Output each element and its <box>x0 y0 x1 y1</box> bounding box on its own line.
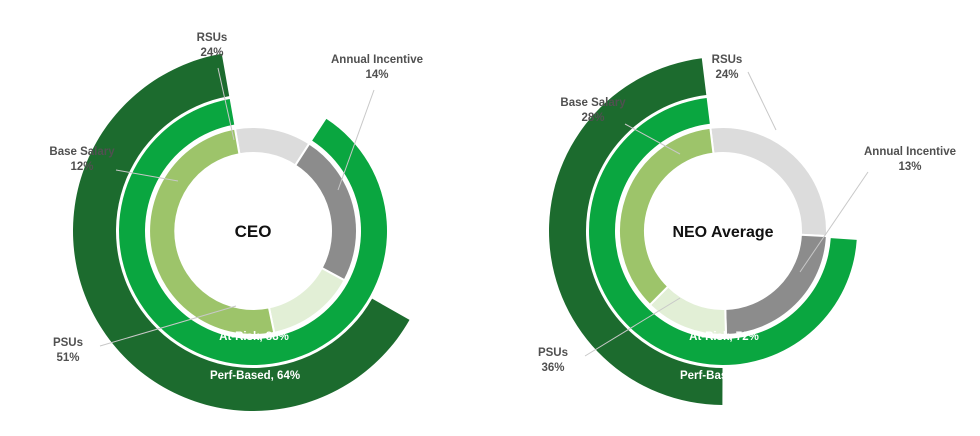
psus-segment <box>148 127 276 336</box>
rsus-name: RSUs <box>712 54 743 66</box>
psus-value: 36% <box>541 362 564 374</box>
rsus-label: RSUs 24% <box>197 32 228 59</box>
annual-incentive-label: Annual Incentive 13% <box>864 146 956 173</box>
annual-incentive-value: 13% <box>898 161 921 173</box>
base-salary-label: Base Salary 28% <box>560 97 626 124</box>
center-label: CEO <box>235 222 272 241</box>
base-salary-value: 28% <box>581 112 604 124</box>
base-salary-leader-line <box>624 123 681 155</box>
center-label: NEO Average <box>672 224 773 241</box>
perf-based-ring <box>549 58 723 406</box>
perf-based-label: Perf-Based, 64% <box>210 370 300 382</box>
neo-average-chart: NEO Average At-Risk, 72% Perf-Based, 48% Ba… <box>538 54 956 406</box>
at-risk-label: At-Risk, 72% <box>689 331 759 343</box>
rsus-value: 24% <box>200 47 223 59</box>
rsus-label: RSUs 24% <box>712 54 743 81</box>
annual-incentive-label: Annual Incentive 14% <box>331 54 423 81</box>
ceo-chart: CEO At-Risk, 88% Perf-Based, 64% Base Salar… <box>49 32 423 411</box>
annual-incentive-name: Annual Incentive <box>864 146 956 158</box>
base-salary-label: Base Salary 12% <box>49 146 115 173</box>
psus-label: PSUs 51% <box>53 337 83 364</box>
psus-leader-line <box>584 297 681 357</box>
annual-incentive-value: 14% <box>365 69 388 81</box>
base-salary-segment <box>709 126 828 238</box>
perf-based-label: Perf-Based, 48% <box>680 370 770 382</box>
psus-value: 51% <box>56 352 79 364</box>
base-salary-value: 12% <box>70 161 93 173</box>
rsus-leader-line <box>747 71 777 131</box>
base-salary-name: Base Salary <box>560 97 626 109</box>
base-salary-name: Base Salary <box>49 146 115 158</box>
psus-label: PSUs 36% <box>538 347 568 374</box>
annual-incentive-leader-line <box>337 89 375 191</box>
psus-name: PSUs <box>53 337 83 349</box>
annual-incentive-leader-line <box>799 171 869 273</box>
psus-name: PSUs <box>538 347 568 359</box>
base-salary-leader-line <box>115 169 179 182</box>
rsus-name: RSUs <box>197 32 228 44</box>
at-risk-label: At-Risk, 88% <box>219 331 289 343</box>
rsus-value: 24% <box>715 69 738 81</box>
rsus-leader-line <box>217 67 235 141</box>
psus-leader-line <box>99 305 237 347</box>
annual-incentive-name: Annual Incentive <box>331 54 423 66</box>
psus-segment <box>618 126 715 307</box>
